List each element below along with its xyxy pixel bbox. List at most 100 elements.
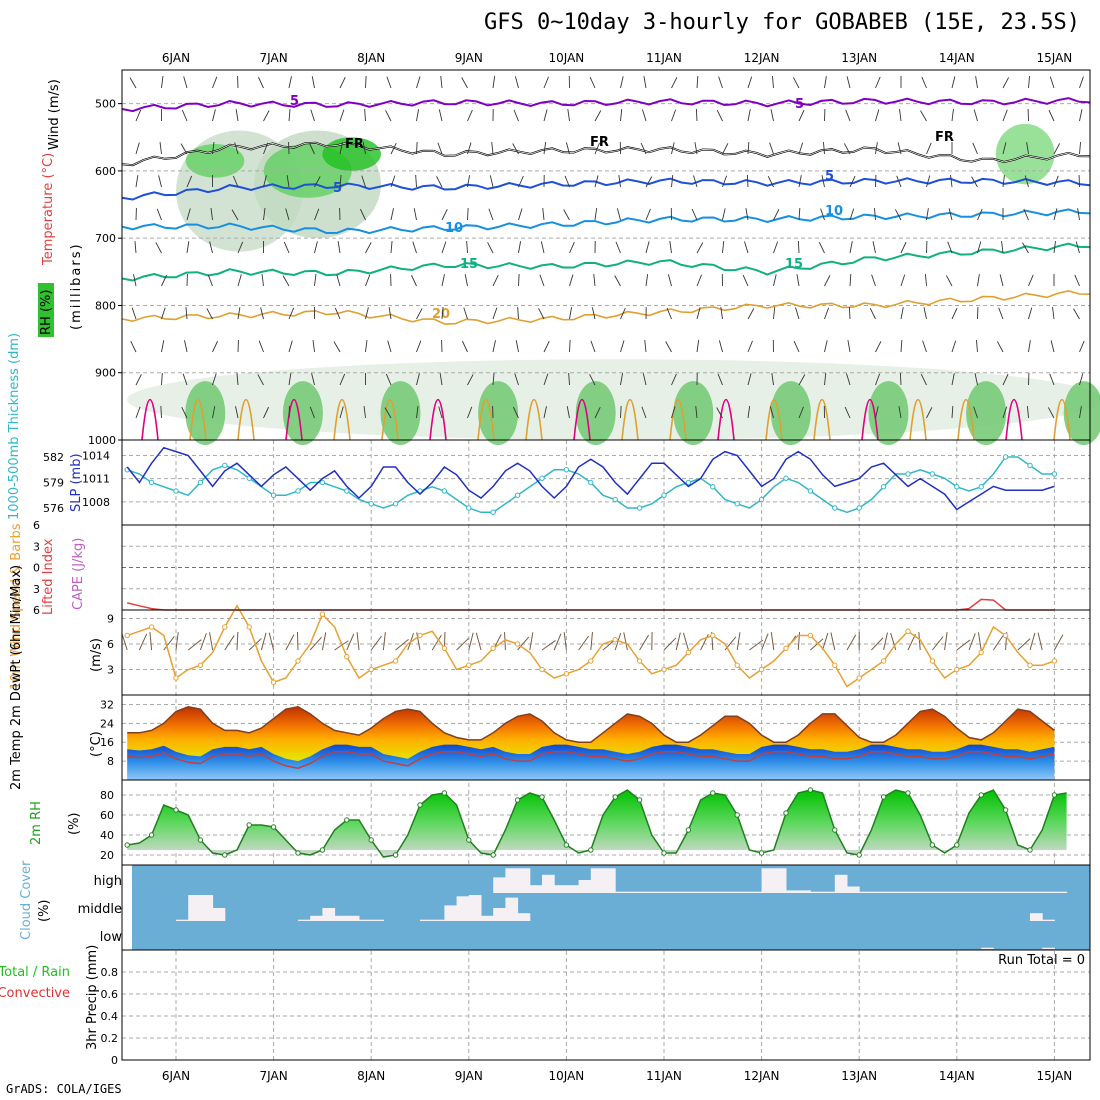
rh-line-point [295,850,301,856]
low-level-contour [1005,399,1023,441]
surface-wind-barb [199,633,207,651]
wind-barb [1049,76,1055,89]
isotherm-lightblue [121,208,1091,235]
wind-barb [518,241,522,254]
thickness-line-point [1051,471,1058,477]
low-level-contour [1053,399,1071,441]
wind-speed-line-point [734,662,740,668]
low-level-contour [477,399,495,441]
wind-barb [438,109,443,122]
cloud-category-label: high [94,874,122,889]
wind-barb [696,274,702,287]
low-level-contour [189,399,207,441]
temp-tick-label: 32 [100,698,114,711]
wind-barb [998,307,1004,320]
low-level-contour [717,399,735,441]
cloud-bar-middle [456,896,470,921]
wind-barb [543,76,549,89]
wind-barb [416,308,423,320]
rh-line-point [636,797,643,803]
wind-barb [589,76,596,89]
wind-barb [210,208,213,221]
wind-barb [1023,208,1029,221]
thickness-line-point [270,492,277,498]
wind-barb [464,274,468,287]
thickness-line-point [539,475,545,481]
wind-barb [186,241,190,254]
wind-axis-label: Wind (m/s) [47,79,62,150]
surface-wind-barb [236,632,239,651]
wind-barb [773,307,776,320]
date-label-bottom: 12JAN [744,1069,780,1083]
wind-speed-line-point [978,649,984,656]
wind-barb [365,242,372,254]
cloud-bar-high [493,877,506,893]
low-level-contour [813,399,831,441]
wind-barb [492,373,495,386]
pressure-tick-label: 700 [95,232,116,245]
wind-barb [1075,241,1080,254]
wind-barb [365,274,371,287]
thickness-line-point [173,488,179,494]
wind-speed-line-point [1027,662,1033,668]
wind-barb [569,307,573,320]
surface-wind-barb [822,632,829,651]
low-level-rh-area [575,381,616,446]
wind-speed-line-point [783,645,789,651]
surface-wind-barb [1029,632,1036,651]
wind-barb [871,274,876,287]
wind-barb [185,307,188,320]
precip-tick-label: 0.2 [101,1032,119,1045]
rh-line-point [563,842,570,848]
wind-barb [263,208,266,221]
wind-barb [744,241,749,254]
date-label-top: 10JAN [549,51,585,65]
thickness-tick-label: 579 [43,477,64,490]
surface-wind-barb [149,632,153,651]
cape-axis-label: CAPE (J/kg) [71,538,86,610]
surface-wind-barb [918,632,921,651]
wind-barb [540,241,545,254]
rh-line-point [880,794,887,800]
wind-barb [288,109,291,122]
cloud-bar-high [529,885,543,893]
contour-label: FR [935,130,954,145]
precip-total-rain-label: Total / Rain [0,965,70,980]
surface-wind-barb [736,632,741,651]
rh-unit-label: (%) [67,813,82,836]
surface-wind-barb [682,632,689,651]
thickness-line-point [758,496,765,503]
wind-barb [671,77,678,89]
cloud-bar-middle [1030,913,1043,921]
cloud-bar-high [688,891,702,893]
wind-barb [158,175,162,188]
wind-speed-line-point [685,649,692,656]
wind-barb [747,109,751,122]
wind-barb [696,340,700,353]
thickness-line-point [197,479,204,486]
wind-barb [972,142,978,155]
date-label-bottom: 10JAN [549,1069,585,1083]
wind-barb [620,373,624,386]
wind-barb [543,109,548,122]
wind-barb [665,341,672,353]
wind-barb [462,340,468,353]
contour-label: 15 [460,257,478,272]
date-label-top: 15JAN [1037,51,1073,65]
wind-barb [875,142,878,155]
precip-frame [121,949,1091,1061]
wind-barb [387,340,392,353]
wind-barb [135,142,140,155]
surface-wind-barb [370,635,382,651]
wind-barb [722,241,725,254]
rh-line-point [954,842,960,848]
wind-barb [339,77,346,89]
wind-barb [846,76,851,89]
wind-speed-line-point [539,666,545,673]
wind-speed-line-point [612,637,618,643]
wind-barb [161,307,166,320]
cloud-bar-middle [517,913,531,921]
wind-barb [640,142,647,155]
wind-barb [667,274,672,287]
cloud-bar-high [956,891,970,893]
